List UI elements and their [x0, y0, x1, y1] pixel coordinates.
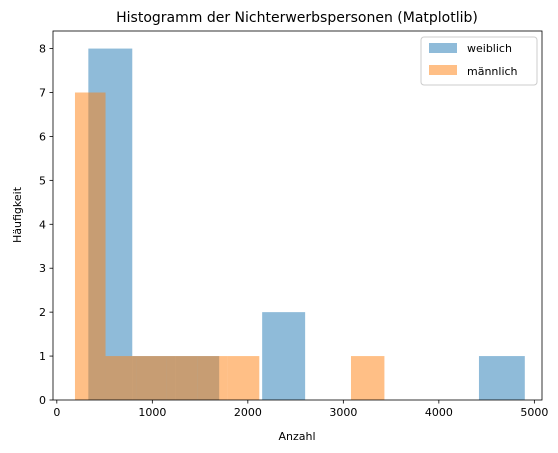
y-axis-label: Häufigkeit: [11, 186, 24, 243]
bar-maennlich-3: [166, 356, 198, 400]
y-tick-label-5: 5: [39, 174, 46, 187]
y-tick-label-2: 2: [39, 306, 46, 319]
x-tick-label-4000: 4000: [425, 406, 453, 419]
y-tick-label-8: 8: [39, 43, 46, 56]
plot-area: [52, 30, 543, 401]
y-tick-label-6: 6: [39, 130, 46, 143]
bars-layer: [74, 48, 525, 400]
x-tick-label-1000: 1000: [138, 406, 166, 419]
legend: weiblich männlich: [420, 36, 538, 86]
bar-maennlich-9: [350, 356, 385, 400]
bar-maennlich-5: [227, 356, 260, 400]
y-tick-label-1: 1: [39, 350, 46, 363]
x-axis-label: Anzahl: [278, 430, 315, 443]
bar-maennlich-4: [197, 356, 228, 400]
y-tick-label-3: 3: [39, 262, 46, 275]
x-tick-label-0: 0: [53, 406, 60, 419]
y-tick-label-0: 0: [39, 394, 46, 407]
legend-swatch-maennlich: [429, 65, 457, 75]
x-axis-ticks: 0 1000 2000 3000 4000 5000: [53, 400, 548, 419]
legend-swatch-weiblich: [429, 43, 457, 53]
bar-weiblich-4: [262, 312, 306, 400]
chart-title: Histogramm der Nichterwerbspersonen (Mat…: [116, 10, 478, 26]
y-tick-label-7: 7: [39, 87, 46, 100]
bar-maennlich-1: [105, 356, 137, 400]
x-tick-label-3000: 3000: [329, 406, 357, 419]
legend-label-maennlich: männlich: [467, 65, 518, 78]
y-tick-label-4: 4: [39, 218, 46, 231]
legend-label-weiblich: weiblich: [467, 42, 512, 55]
bar-maennlich-2: [136, 356, 167, 400]
bar-maennlich-0: [74, 92, 106, 400]
axes-frame: [52, 30, 543, 401]
x-tick-label-2000: 2000: [234, 406, 262, 419]
x-tick-label-5000: 5000: [520, 406, 548, 419]
bar-weiblich-9: [478, 356, 525, 400]
y-axis-ticks: 0 1 2 3 4 5 6 7 8: [39, 43, 53, 407]
